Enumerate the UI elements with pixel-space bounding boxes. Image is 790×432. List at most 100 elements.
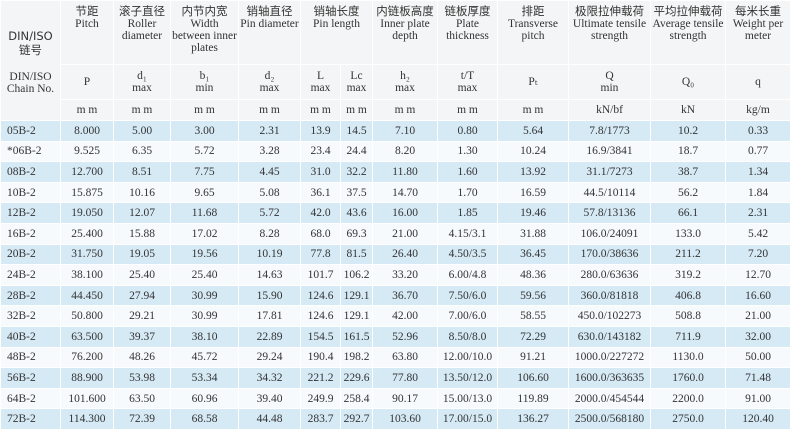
cell: 48.26 (113, 346, 171, 369)
chain-number: 28B-2 (0, 284, 61, 307)
cell: 106.2 (340, 264, 373, 286)
cell: 31.1/7273 (568, 161, 651, 183)
cell: 4.15/3.1 (437, 222, 498, 245)
cell: 38.10 (170, 325, 239, 348)
symbol: h₂ (400, 70, 410, 82)
chain-number: 64B-2 (0, 387, 61, 410)
header-zh: 极限拉伸载荷 (575, 4, 644, 18)
cell: 88.900 (60, 367, 114, 389)
cell: 12.70 (725, 264, 790, 286)
data-row: 08B-2 12.700 8.51 7.75 4.45 31.0 32.2 11.80 1.60… (0, 161, 790, 183)
cell: 319.2 (650, 264, 726, 286)
cell: 32.00 (725, 325, 790, 348)
cell: 31.88 (497, 222, 569, 245)
cell: 53.98 (113, 367, 171, 389)
cell: 42.00 (372, 305, 438, 327)
cell: 19.46 (497, 202, 569, 224)
chain-number: 20B-2 (0, 243, 61, 266)
header-en: Ultimate tensile strength (572, 18, 647, 42)
cell: 56.2 (650, 181, 726, 204)
cell: 7.75 (170, 161, 239, 183)
cell: 106.60 (497, 367, 569, 389)
unit: m m (170, 99, 239, 121)
header-zh: DIN/ISO 链号 (8, 29, 53, 57)
cell: 30.99 (170, 305, 239, 327)
chain-number: 05B-2 (0, 120, 61, 142)
cell: 9.525 (60, 140, 114, 163)
cell: 90.17 (372, 387, 438, 410)
cell: 1760.0 (650, 367, 726, 389)
cell: 17.81 (238, 305, 301, 327)
symbol-cell: d₁ max (113, 64, 171, 100)
data-row: 10B-2 15.875 10.16 9.65 5.08 36.1 37.5 14.70 1.7… (0, 181, 790, 204)
cell: 91.00 (725, 387, 790, 410)
cell: 77.8 (300, 243, 341, 266)
cell: 15.90 (238, 284, 301, 307)
header-en: Pin length (313, 18, 360, 30)
unit: m m (300, 99, 341, 121)
unit: m m (60, 99, 114, 121)
cell: 25.400 (60, 222, 114, 245)
cell: 16.60 (725, 284, 790, 307)
cell: 630.0/143182 (568, 325, 651, 348)
cell: 11.68 (170, 202, 239, 224)
cell: 1.84 (725, 181, 790, 204)
cell: 12.00/10.0 (437, 346, 498, 369)
header-en: Width between inner plates (172, 18, 237, 54)
cell: 34.32 (238, 367, 301, 389)
symbol: L (316, 70, 325, 82)
symbol-cell: b₁ min (170, 64, 239, 100)
unit: kN (650, 99, 726, 121)
data-row: *06B-2 9.525 6.35 5.72 3.28 23.4 24.4 8.20 1.30 1… (0, 140, 790, 163)
cell: 69.3 (340, 222, 373, 245)
column-header: 销轴直径 Pin diameter (238, 0, 301, 65)
cell: 21.00 (372, 222, 438, 245)
cell: 18.7 (650, 140, 726, 163)
column-header: 链板厚度 Plate thickness (437, 0, 498, 65)
header-en: Transverse pitch (507, 18, 559, 42)
cell: 19.56 (170, 243, 239, 266)
symbol: b₁ (199, 70, 210, 82)
cell: 38.7 (650, 161, 726, 183)
cell: 2.31 (238, 120, 301, 142)
limit: max (310, 82, 331, 94)
unit: kN/bf (568, 99, 651, 121)
cell: 101.7 (300, 264, 341, 286)
header-zh: 排距 (521, 4, 545, 18)
cell: 13.9 (300, 120, 341, 142)
unit: m m (372, 99, 438, 121)
symbol-cell: Lc max (340, 64, 373, 100)
cell: 36.1 (300, 181, 341, 204)
chain-number: 10B-2 (0, 181, 61, 204)
header-zh: 平均拉伸载荷 (653, 4, 723, 18)
chain-number: *06B-2 (0, 140, 61, 163)
cell: 72.39 (113, 408, 171, 430)
symbol: P (83, 76, 91, 88)
symbol-cell: h₂ max (372, 64, 438, 100)
cell: 59.56 (497, 284, 569, 307)
cell: 19.05 (113, 243, 171, 266)
symbol-cell: d₂ max (238, 64, 301, 100)
header-en: Roller diameter (121, 18, 163, 42)
cell: 17.02 (170, 222, 239, 245)
cell: 3.00 (170, 120, 239, 142)
chain-number: 56B-2 (0, 367, 61, 389)
chain-header: DIN/ISO 链号 DIN/ISO Chain No. (0, 0, 61, 121)
cell: 45.72 (170, 346, 239, 369)
unit: kg/m (725, 99, 790, 121)
cell: 31.750 (60, 243, 114, 266)
symbol: Q₀ (681, 76, 695, 88)
chain-number: 12B-2 (0, 202, 61, 224)
cell: 154.5 (300, 325, 341, 348)
cell: 32.2 (340, 161, 373, 183)
data-row: 64B-2 101.600 63.50 60.96 39.40 249.9 258.4 90.… (0, 387, 790, 410)
cell: 14.70 (372, 181, 438, 204)
cell: 2750.0 (650, 408, 726, 430)
cell: 36.70 (372, 284, 438, 307)
cell: 221.2 (300, 367, 341, 389)
cell: 106.0/24091 (568, 222, 651, 245)
cell: 101.600 (60, 387, 114, 410)
cell: 29.21 (113, 305, 171, 327)
cell: 711.9 (650, 325, 726, 348)
